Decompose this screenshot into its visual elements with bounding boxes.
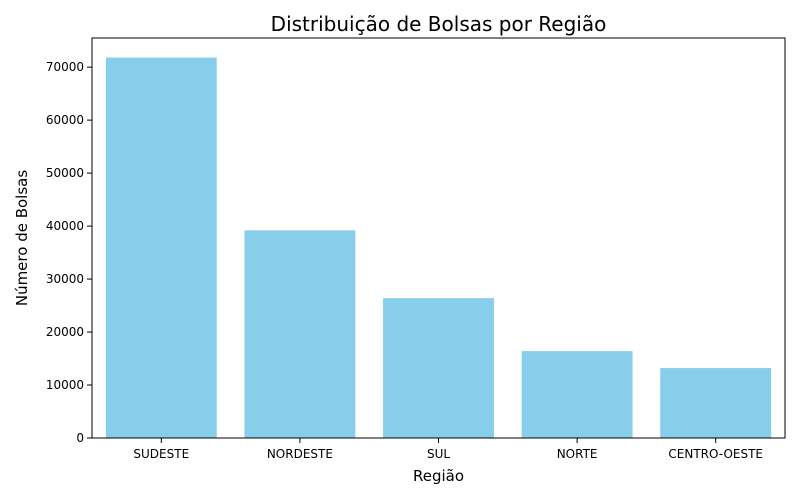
x-tick-label: NORTE [557, 447, 598, 461]
bar-sul [383, 298, 494, 438]
y-tick-label: 70000 [46, 60, 84, 74]
y-tick-label: 60000 [46, 113, 84, 127]
x-tick-label: SUL [427, 447, 450, 461]
chart-title: Distribuição de Bolsas por Região [271, 12, 607, 36]
y-tick-label: 10000 [46, 378, 84, 392]
y-tick-label: 40000 [46, 219, 84, 233]
bar-nordeste [244, 230, 356, 438]
y-tick-label: 50000 [46, 166, 84, 180]
x-tick-label: SUDESTE [133, 447, 189, 461]
x-tick-label: CENTRO-OESTE [668, 447, 763, 461]
y-axis-label: Número de Bolsas [13, 170, 31, 307]
x-tick-label: NORDESTE [267, 447, 333, 461]
y-tick-label: 30000 [46, 272, 84, 286]
bar-centro-oeste [660, 368, 772, 438]
x-axis-label: Região [413, 467, 464, 485]
axes-frame [91, 37, 786, 439]
y-tick-label: 0 [76, 431, 84, 445]
y-tick-label: 20000 [46, 325, 84, 339]
bar-norte [521, 351, 633, 438]
plot-area: SUDESTE NORDESTE SUL NORTE CENTRO-OESTE 0 1000… [46, 37, 786, 461]
bar-sudeste [105, 57, 217, 438]
